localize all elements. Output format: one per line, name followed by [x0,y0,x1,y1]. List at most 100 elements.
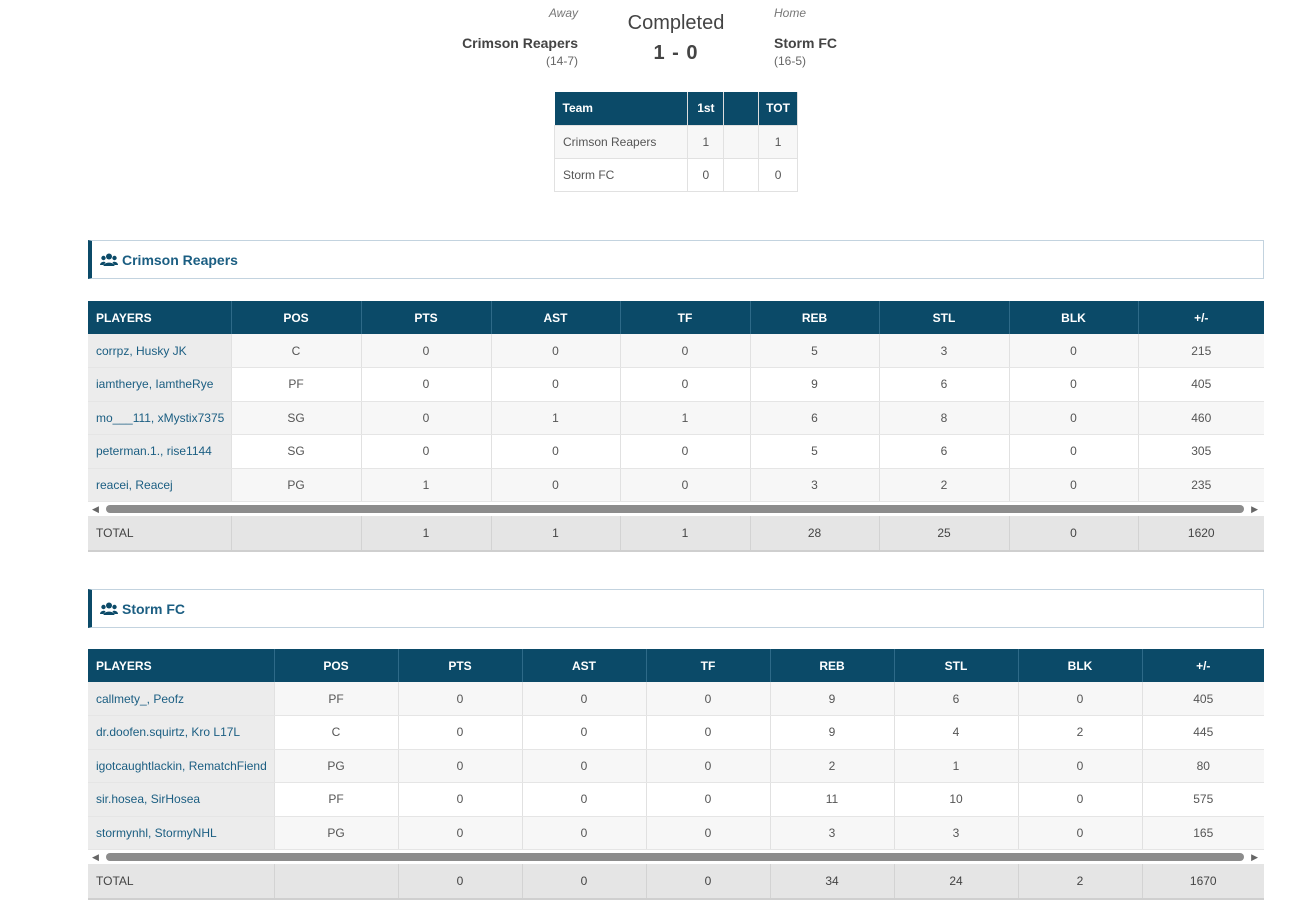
player-name-link[interactable]: callmety_, Peofz [88,682,274,716]
col-pos[interactable]: POS [230,301,361,334]
stat-reb: 5 [749,334,879,368]
col-blk[interactable]: BLK [1017,649,1142,682]
total-label: TOTAL [88,516,231,552]
col-stl[interactable]: STL [893,649,1018,682]
player-name-link[interactable]: reacei, Reacej [88,468,231,502]
player-name-link[interactable]: dr.doofen.squirtz, Kro L17L [88,715,274,750]
player-row: iamtherye, IamtheRye PF 0 0 0 9 6 0 405 [88,367,1264,402]
line-score-cell [723,157,760,192]
player-name-link[interactable]: peterman.1., rise1144 [88,434,231,469]
col-tf[interactable]: TF [619,301,750,334]
home-team-name[interactable]: Storm FC [774,35,837,51]
stat-plus-minus: 235 [1137,468,1264,502]
home-team-record: (16-5) [774,54,807,68]
stat-plus-minus: 460 [1137,401,1264,435]
player-name-link[interactable]: stormynhl, StormyNHL [88,816,274,850]
line-score-table: Team 1st TOT Crimson Reapers 1 1 Storm F… [553,92,798,192]
total-stl: 25 [878,516,1009,552]
col-ast[interactable]: AST [521,649,646,682]
horizontal-scrollbar[interactable]: ◀ ▶ [88,850,1264,864]
player-name-link[interactable]: mo___111, xMystix7375 [88,401,231,435]
total-blk: 0 [1008,516,1138,552]
stat-ast: 0 [521,749,646,783]
stat-plus-minus: 80 [1141,749,1264,783]
col-reb[interactable]: REB [769,649,894,682]
box-score-body: corrpz, Husky JK C 0 0 0 5 3 0 215 iamtherye, Iam… [88,334,1264,502]
stat-tf: 0 [619,434,750,469]
scrollbar-thumb[interactable] [106,505,1244,513]
stat-stl: 8 [878,401,1009,435]
col-pts[interactable]: PTS [360,301,491,334]
stat-plus-minus: 305 [1137,434,1264,469]
horizontal-scrollbar[interactable]: ◀ ▶ [88,502,1264,516]
total-ast: 1 [490,516,620,552]
line-score-col-period: 1st [687,92,725,125]
stat-plus-minus: 405 [1141,682,1264,716]
player-name-link[interactable]: iamtherye, IamtheRye [88,367,231,402]
stat-ast: 0 [521,682,646,716]
col-players[interactable]: PLAYERS [88,649,274,682]
box-score-header: PLAYERS POS PTS AST TF REB STL BLK +/- [88,301,1264,334]
stat-tf: 1 [619,401,750,435]
line-score-header: Team 1st TOT [554,92,798,125]
stat-pos: PG [273,749,398,783]
away-label: Away [548,6,578,20]
total-reb: 28 [749,516,879,552]
col-stl[interactable]: STL [878,301,1009,334]
caret-right-icon[interactable]: ▶ [1251,504,1258,514]
line-score-cell: 0 [687,157,725,192]
caret-right-icon[interactable]: ▶ [1251,852,1258,862]
col-reb[interactable]: REB [749,301,879,334]
stat-plus-minus: 165 [1141,816,1264,850]
total-pos [273,864,398,900]
total-plus-minus: 1670 [1141,864,1264,900]
users-icon [100,602,118,615]
col-tf[interactable]: TF [645,649,770,682]
team-name-heading[interactable]: Crimson Reapers [122,251,238,268]
stat-ast: 0 [490,334,620,368]
team-name-heading[interactable]: Storm FC [122,600,185,617]
total-plus-minus: 1620 [1137,516,1264,552]
stat-pts: 0 [397,682,522,716]
player-name-link[interactable]: igotcaughtlackin, RematchFiend [88,749,274,783]
stat-stl: 6 [893,682,1018,716]
col-plus-minus[interactable]: +/- [1137,301,1264,334]
caret-left-icon[interactable]: ◀ [92,852,99,862]
caret-left-icon[interactable]: ◀ [92,504,99,514]
stat-ast: 0 [490,367,620,402]
stat-pos: SG [230,434,361,469]
player-name-link[interactable]: corrpz, Husky JK [88,334,231,368]
player-row: sir.hosea, SirHosea PF 0 0 0 11 10 0 575 [88,782,1264,817]
line-score-cell: 1 [758,124,798,159]
stat-tf: 0 [645,816,770,850]
scrollbar-thumb[interactable] [106,853,1244,861]
col-players[interactable]: PLAYERS [88,301,231,334]
stat-pts: 0 [397,782,522,817]
game-score: 1 - 0 [653,42,699,64]
col-plus-minus[interactable]: +/- [1141,649,1264,682]
col-pos[interactable]: POS [273,649,398,682]
stat-reb: 5 [749,434,879,469]
stat-ast: 0 [521,782,646,817]
stat-blk: 2 [1017,715,1142,750]
home-label: Home [774,6,807,20]
line-score-col-blank [723,92,760,125]
stat-tf: 0 [645,715,770,750]
player-row: mo___111, xMystix7375 SG 0 1 1 6 8 0 460 [88,401,1264,435]
col-pts[interactable]: PTS [397,649,522,682]
line-score-team: Storm FC [553,157,689,192]
stat-reb: 9 [769,715,894,750]
stat-pos: PF [230,367,361,402]
away-team-name[interactable]: Crimson Reapers [462,35,578,51]
col-blk[interactable]: BLK [1008,301,1138,334]
total-row: TOTAL 1 1 1 28 25 0 1620 [88,516,1264,552]
player-row: reacei, Reacej PG 1 0 0 3 2 0 235 [88,468,1264,502]
stat-stl: 2 [878,468,1009,502]
stat-ast: 0 [490,434,620,469]
col-ast[interactable]: AST [490,301,620,334]
line-score-row: Crimson Reapers 1 1 [553,124,798,159]
stat-reb: 3 [749,468,879,502]
line-score-col-team: Team [554,92,689,125]
stat-reb: 11 [769,782,894,817]
player-name-link[interactable]: sir.hosea, SirHosea [88,782,274,817]
